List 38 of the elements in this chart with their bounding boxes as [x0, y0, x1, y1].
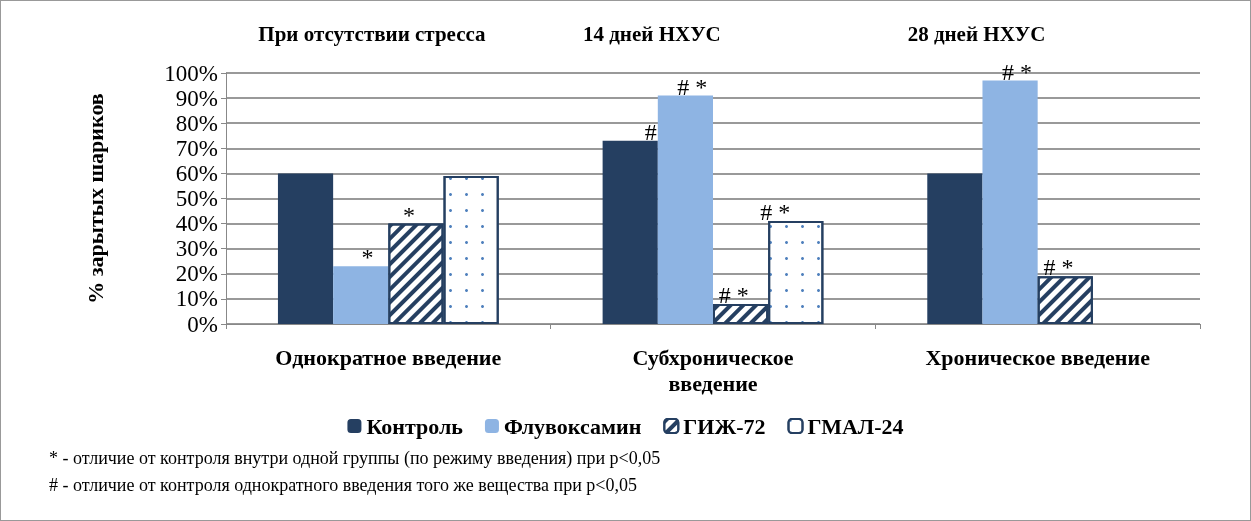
y-tick-label: 0% [187, 311, 218, 337]
y-tick-label: 40% [175, 211, 218, 237]
annotation: # * [1043, 254, 1074, 281]
text: 28 дней НХУС [907, 21, 1046, 46]
annotation: # * [677, 73, 708, 100]
bar [927, 173, 983, 324]
annotation: # [644, 118, 657, 145]
legend-label: Флувоксамин [503, 413, 642, 439]
annotation: # * [718, 281, 749, 308]
y-tick-label: 70% [175, 135, 218, 161]
y-tick-label: 80% [175, 110, 218, 136]
annotation: # * [1001, 58, 1032, 85]
y-axis-title: % зарытых шариков [82, 93, 108, 304]
bar [333, 266, 389, 324]
bar [277, 173, 334, 324]
x-tick-label: Субхроническое введение [632, 344, 794, 396]
bar [602, 140, 658, 324]
text: При отсутствии стресса [258, 21, 487, 46]
text: # - отличие от контроля однократного введения того же вещества при p<0,05 [49, 475, 637, 495]
y-tick-label: 20% [175, 261, 218, 287]
bar [982, 80, 1038, 324]
y-tick-label: 60% [175, 160, 218, 186]
legend-label: ГИЖ-72 [683, 413, 766, 439]
text: 14 дней НХУС [582, 21, 721, 46]
bar [657, 95, 713, 324]
y-tick-label: 100% [164, 60, 218, 86]
legend-label: ГМАЛ-24 [807, 413, 904, 439]
y-tick-label: 10% [175, 286, 218, 312]
x-tick-label: Хроническое введение [925, 344, 1151, 370]
legend-label: Контроль [366, 413, 464, 439]
annotation: # * [760, 199, 791, 226]
text: * - отличие от контроля внутри одной группы (по режиму введения) при p<0,05 [49, 448, 661, 469]
y-tick-label: 90% [175, 85, 218, 111]
x-tick-label: Однократное введение [275, 344, 502, 370]
y-tick-label: 30% [175, 236, 218, 262]
y-tick-label: 50% [175, 186, 218, 211]
annotation: * [361, 244, 374, 271]
annotation: * [403, 201, 416, 228]
